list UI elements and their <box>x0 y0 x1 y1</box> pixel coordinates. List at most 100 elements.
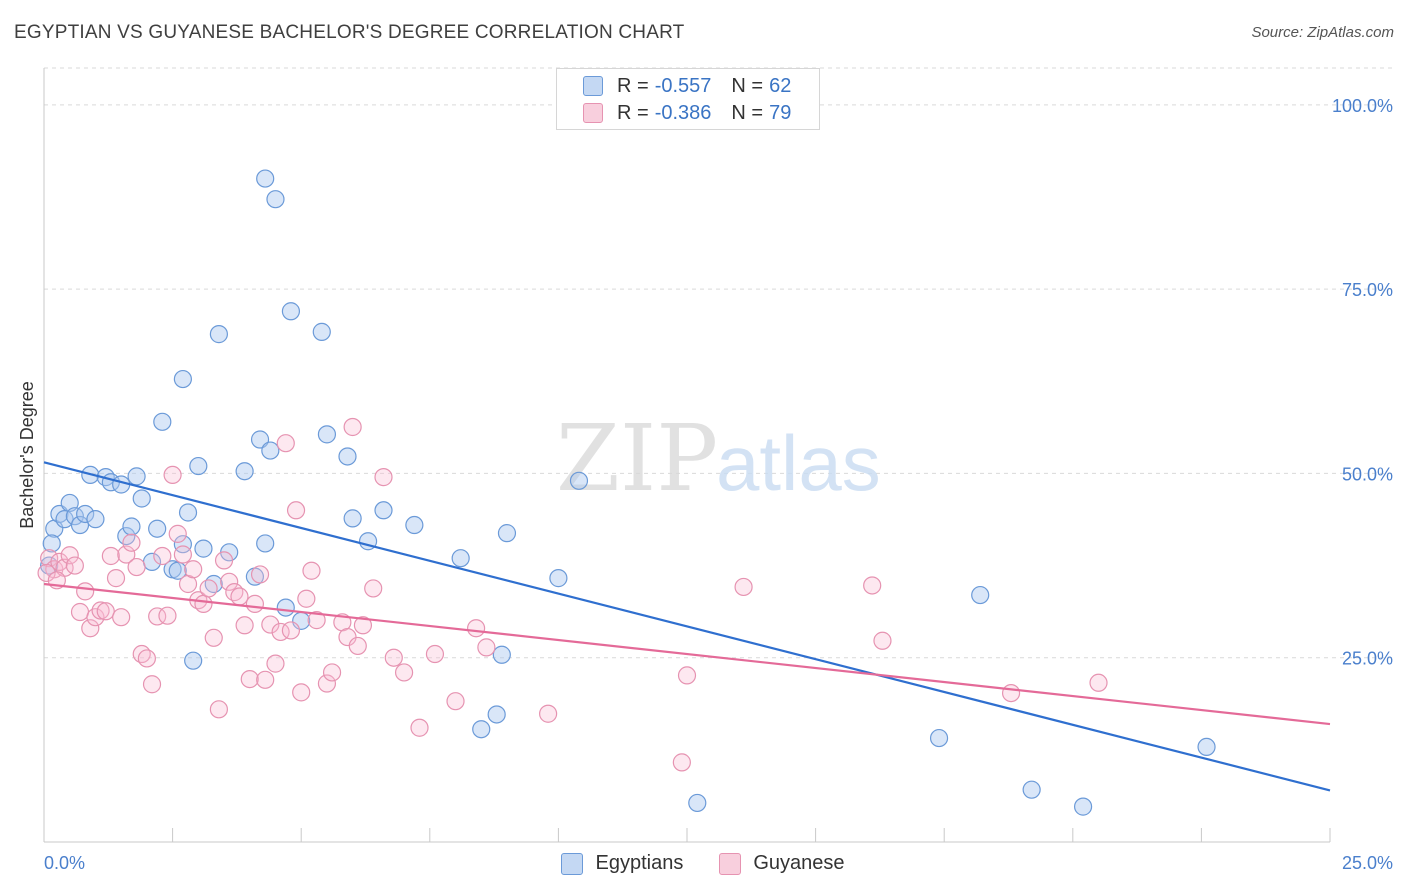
egyptians-point <box>405 515 424 535</box>
series-legend: Egyptians Guyanese <box>0 852 1406 875</box>
egyptians-point <box>153 412 172 431</box>
axis-labels: 25.0% 50.0% 75.0% 100.0% 0.0% 25.0% Bachelor's… <box>17 96 1393 873</box>
legend-item-guyanese[interactable]: Guyanese <box>719 852 845 875</box>
egyptians-point <box>1197 737 1216 757</box>
guyanese-point <box>148 607 167 626</box>
guyanese-point <box>410 718 429 737</box>
egyptians-point <box>42 534 61 553</box>
egyptians-point <box>148 519 167 538</box>
grid-lines <box>44 67 1394 659</box>
guyanese-point <box>214 551 234 570</box>
guyanese-point <box>235 616 254 635</box>
legend-item-egyptians[interactable]: Egyptians <box>561 852 683 875</box>
egyptians-point <box>184 651 203 670</box>
egyptians-point <box>261 441 280 460</box>
egyptians-swatch <box>583 76 603 96</box>
guyanese-point <box>91 601 110 620</box>
egyptians-point <box>189 456 208 476</box>
egyptians-point <box>374 501 393 520</box>
y-tick-label: 50.0% <box>1342 464 1393 484</box>
legend-label: Egyptians <box>595 852 684 874</box>
guyanese-point <box>281 621 301 640</box>
guyanese-point <box>873 631 892 650</box>
guyanese-point <box>204 628 223 647</box>
guyanese-point <box>302 561 321 580</box>
guyanese-point <box>153 546 172 566</box>
data-points <box>37 169 1216 816</box>
egyptians-point <box>497 524 517 543</box>
guyanese-point <box>37 563 56 583</box>
guyanese-point <box>240 669 259 689</box>
egyptians-point <box>55 510 74 529</box>
guyanese-point <box>348 636 367 656</box>
guyanese-point <box>672 753 691 772</box>
egyptians-point <box>256 169 275 188</box>
guyanese-point <box>158 606 177 625</box>
y-tick-label: 25.0% <box>1342 649 1393 669</box>
egyptians-point <box>235 462 254 481</box>
guyanese-point <box>117 545 136 564</box>
guyanese-point <box>245 594 265 614</box>
egyptians-point <box>173 369 192 389</box>
guyanese-point <box>70 602 90 622</box>
correlation-legend: R = -0.557 N = 62 R = -0.386 N = 79 <box>556 68 820 130</box>
chart-title: EGYPTIAN VS GUYANESE BACHELOR'S DEGREE C… <box>14 22 685 43</box>
guyanese-point <box>307 611 326 630</box>
r-value: -0.386 <box>654 101 712 124</box>
guyanese-point <box>163 465 182 485</box>
guyanese-point <box>194 594 213 614</box>
egyptians-point <box>971 585 990 605</box>
guyanese-point <box>168 524 187 543</box>
guyanese-point <box>50 552 69 571</box>
guyanese-point <box>184 560 203 579</box>
guyanese-point <box>142 675 162 694</box>
guyanese-point <box>292 683 311 702</box>
egyptians-point <box>929 728 949 748</box>
egyptians-point <box>569 471 589 490</box>
guyanese-point <box>96 602 115 621</box>
guyanese-point <box>209 700 228 719</box>
y-tick-label: 75.0% <box>1342 280 1393 300</box>
legend-label: Guyanese <box>753 852 845 874</box>
axes <box>43 68 1331 843</box>
watermark-atlas: atlas <box>716 419 881 507</box>
guyanese-point <box>76 582 95 601</box>
guyanese-point <box>466 619 486 638</box>
guyanese-point <box>297 589 316 608</box>
guyanese-point <box>266 654 285 673</box>
guyanese-point <box>101 546 120 566</box>
watermark-zip: ZIP <box>556 405 718 512</box>
guyanese-point <box>276 434 295 453</box>
egyptians-point <box>317 425 337 444</box>
egyptians-point <box>168 561 187 580</box>
egyptians-point <box>1022 780 1041 799</box>
egyptians-point <box>209 325 228 344</box>
egyptians-point <box>256 534 275 553</box>
egyptians-point <box>472 720 491 739</box>
egyptians-point <box>338 447 357 466</box>
guyanese-swatch <box>583 103 603 123</box>
guyanese-point <box>322 663 342 682</box>
egyptians-trend-line <box>43 461 1331 792</box>
guyanese-point <box>137 649 156 668</box>
guyanese-point <box>425 644 445 664</box>
legend-row-egyptians: R = -0.557 N = 62 <box>583 74 811 98</box>
egyptians-point <box>266 190 285 209</box>
n-value: 79 <box>769 101 792 124</box>
guyanese-point <box>384 648 403 667</box>
egyptians-point <box>178 503 198 522</box>
x-tick-label: 0.0% <box>44 853 85 873</box>
r-label: R = <box>617 74 649 97</box>
guyanese-point <box>122 533 141 552</box>
guyanese-point <box>286 501 306 520</box>
guyanese-point <box>539 704 558 723</box>
guyanese-point <box>1089 673 1108 692</box>
watermark: ZIP atlas <box>556 405 881 512</box>
egyptians-point <box>127 467 146 486</box>
egyptians-point <box>281 302 301 321</box>
y-axis-title: Bachelor's Degree <box>17 381 37 529</box>
egyptians-point <box>86 510 105 529</box>
guyanese-point <box>1001 683 1021 703</box>
guyanese-point <box>317 674 337 693</box>
